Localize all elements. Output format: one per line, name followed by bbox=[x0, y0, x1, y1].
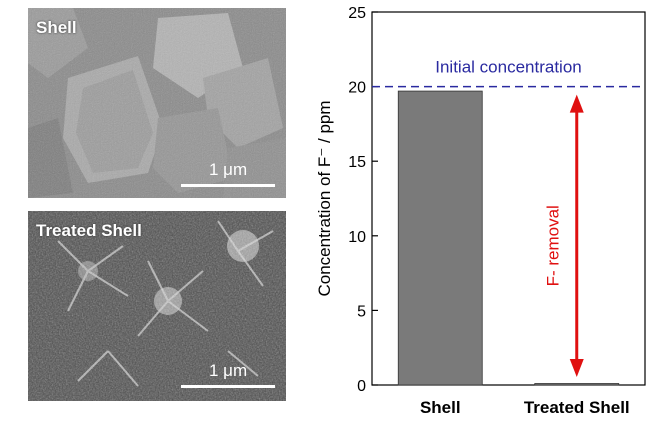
removal-arrow-label: F- removal bbox=[544, 205, 563, 286]
x-category-label: Shell bbox=[420, 398, 461, 417]
plot-frame bbox=[371, 11, 646, 386]
fluoride-concentration-chart: 0 5 10 15 20 25 Initial concentration F- remo… bbox=[300, 0, 657, 418]
bar bbox=[534, 383, 620, 386]
x-axis-categories: Shell Treated Shell bbox=[420, 398, 630, 417]
chart-svg: 0 5 10 15 20 25 Initial concentration F- remo… bbox=[315, 5, 646, 417]
bar bbox=[397, 90, 483, 386]
y-tick-label: 0 bbox=[357, 378, 366, 395]
removal-arrow-head-bottom bbox=[569, 359, 584, 377]
y-tick-label: 10 bbox=[348, 229, 366, 246]
sem-image-treated-shell: Treated Shell 1 μm bbox=[28, 211, 286, 401]
scale-bar-treated-shell bbox=[181, 385, 275, 388]
y-axis-label: Concentration of F⁻ / ppm bbox=[315, 100, 334, 296]
sem-micrograph-treated-shell bbox=[28, 211, 286, 401]
y-axis-ticks: 0 5 10 15 20 25 bbox=[348, 5, 378, 395]
scale-label-treated-shell: 1 μm bbox=[209, 361, 248, 380]
sem-image-shell: Shell 1 μm bbox=[28, 8, 286, 198]
removal-arrow-head-top bbox=[569, 94, 584, 113]
sem-label-treated-shell: Treated Shell bbox=[36, 221, 142, 240]
y-tick-label: 15 bbox=[348, 154, 366, 171]
initial-concentration-label: Initial concentration bbox=[435, 58, 581, 77]
y-tick-label: 25 bbox=[348, 5, 366, 22]
scale-label-shell: 1 μm bbox=[209, 160, 248, 179]
x-category-label: Treated Shell bbox=[524, 398, 630, 417]
bars bbox=[397, 90, 620, 386]
y-tick-label: 5 bbox=[357, 303, 366, 320]
sem-micrograph-shell bbox=[28, 8, 286, 198]
scale-bar-shell bbox=[181, 184, 275, 187]
y-tick-label: 20 bbox=[348, 80, 366, 97]
sem-label-shell: Shell bbox=[36, 18, 77, 37]
